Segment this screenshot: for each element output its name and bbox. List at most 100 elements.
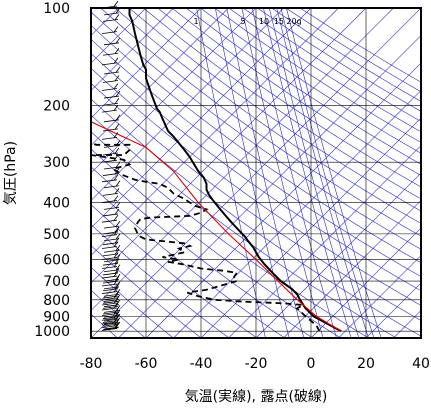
wind-barb-flag	[115, 233, 121, 240]
wind-barb-flag	[115, 254, 121, 261]
wind-barb-flag	[113, 0, 119, 7]
wind-barb-flag	[114, 123, 120, 130]
skew-guide-line	[118, 35, 421, 338]
y-axis-title: 気圧(hPa)	[3, 141, 19, 205]
dry-adiabat-line	[91, 245, 202, 338]
mixing-ratio-label: 5	[240, 17, 245, 26]
wind-barb-flag	[115, 299, 121, 306]
mixing-ratio-line	[196, 8, 266, 338]
wind-barb-flag	[115, 114, 121, 121]
wind-barb-flag	[114, 257, 120, 264]
wind-barb-flag	[115, 281, 121, 288]
wind-barb-flag	[115, 220, 121, 227]
y-tick-label: 100	[43, 1, 70, 17]
dry-adiabat-line	[91, 131, 369, 338]
dry-adiabat-line	[91, 24, 421, 264]
x-tick-label: 20	[357, 356, 375, 372]
dry-adiabat-line	[91, 166, 313, 338]
wind-barb-flag	[113, 83, 119, 90]
temperature-line	[128, 8, 342, 333]
x-tick-label: -80	[80, 356, 103, 372]
x-tick-label: 0	[307, 356, 316, 372]
mixing-ratio-label: 1	[193, 17, 198, 26]
dewpoint-line	[91, 142, 321, 332]
mixing-ratio-label: 20g	[286, 17, 301, 26]
wind-barb-flag	[114, 147, 120, 154]
skew-guide-line	[338, 255, 421, 338]
wind-barb-flag	[114, 98, 120, 104]
wind-barb-flag	[115, 202, 121, 209]
dry-adiabat-line	[91, 38, 421, 277]
wind-barb-flag	[115, 90, 121, 97]
wind-barb-flag	[115, 37, 121, 44]
dry-adiabat-line	[100, 8, 421, 237]
mixing-ratio-line	[241, 8, 324, 338]
y-tick-label: 700	[43, 274, 70, 290]
wind-barb-flag	[115, 305, 121, 312]
skew-guide-line	[91, 8, 339, 256]
wind-barb-flag	[115, 289, 121, 295]
y-tick-label: 600	[43, 252, 70, 268]
y-tick-label: 800	[43, 293, 70, 309]
dry-adiabat-line	[91, 224, 230, 338]
y-tick-label: 1000	[34, 324, 70, 340]
wind-barb-flag	[115, 180, 121, 187]
wind-barb-flag	[114, 47, 120, 54]
wind-barb-flag	[113, 26, 119, 33]
wind-barb-flag	[115, 273, 121, 280]
wind-barb-flag	[114, 14, 120, 21]
dry-adiabat-line	[157, 8, 421, 188]
dry-adiabat-line	[91, 204, 258, 338]
skew-guide-line	[91, 8, 174, 91]
mixing-ratio-line	[286, 8, 382, 338]
skew-guide-line	[283, 200, 421, 338]
wind-barb-flag	[114, 267, 120, 274]
dry-adiabat-line	[91, 98, 421, 337]
mixing-ratio-line	[215, 8, 290, 338]
wind-barb-flag	[114, 248, 120, 255]
dry-adiabat-line	[200, 8, 421, 154]
dry-adiabat-line	[143, 8, 421, 200]
wind-barb-flag	[115, 140, 121, 147]
wind-barb-flag	[115, 66, 121, 73]
wind-barb-flag	[113, 104, 119, 111]
mixing-ratio-line	[226, 8, 305, 338]
wind-barb-flag	[113, 132, 119, 139]
wind-barb-flag	[115, 294, 121, 301]
wind-barb-flag	[113, 261, 119, 268]
wind-barb-flag	[113, 214, 119, 221]
skew-guide-line	[173, 90, 421, 338]
dry-adiabat-line	[91, 266, 174, 338]
wind-barb-flag	[115, 161, 121, 168]
y-tick-label: 200	[43, 98, 70, 114]
wind-barb-flag	[114, 168, 120, 175]
wind-barb-flag	[115, 264, 121, 271]
x-tick-label: 40	[412, 356, 430, 372]
dry-adiabat-line	[185, 8, 421, 165]
wind-barb-flag	[113, 174, 119, 181]
grid-lines	[91, 8, 421, 338]
x-axis-title: 気温(実線), 露点(破線)	[185, 389, 328, 405]
dry-adiabat-line	[129, 8, 421, 212]
parcel-line	[91, 121, 342, 332]
wind-barb-flag	[113, 252, 119, 259]
wind-barb-flag	[115, 245, 121, 251]
skew-guide-line	[91, 8, 394, 311]
x-axis-ticks: -80 -60 -40 -20 0 20 40	[80, 356, 430, 372]
dry-adiabat-line	[91, 11, 421, 250]
mixing-ratio-line	[269, 8, 360, 338]
y-tick-label: 300	[43, 155, 70, 171]
wind-barb-flag	[115, 309, 121, 316]
dry-adiabat-line	[171, 8, 421, 176]
skew-guide-line	[91, 8, 229, 146]
dry-adiabat-line	[91, 53, 421, 292]
y-tick-label: 500	[43, 227, 70, 243]
wind-barb-flag	[114, 188, 120, 194]
x-tick-label: -20	[245, 356, 268, 372]
wind-barb-flag	[113, 195, 119, 202]
wind-barbs	[101, 0, 121, 331]
plot-frame	[90, 7, 422, 339]
y-tick-label: 900	[43, 309, 70, 325]
